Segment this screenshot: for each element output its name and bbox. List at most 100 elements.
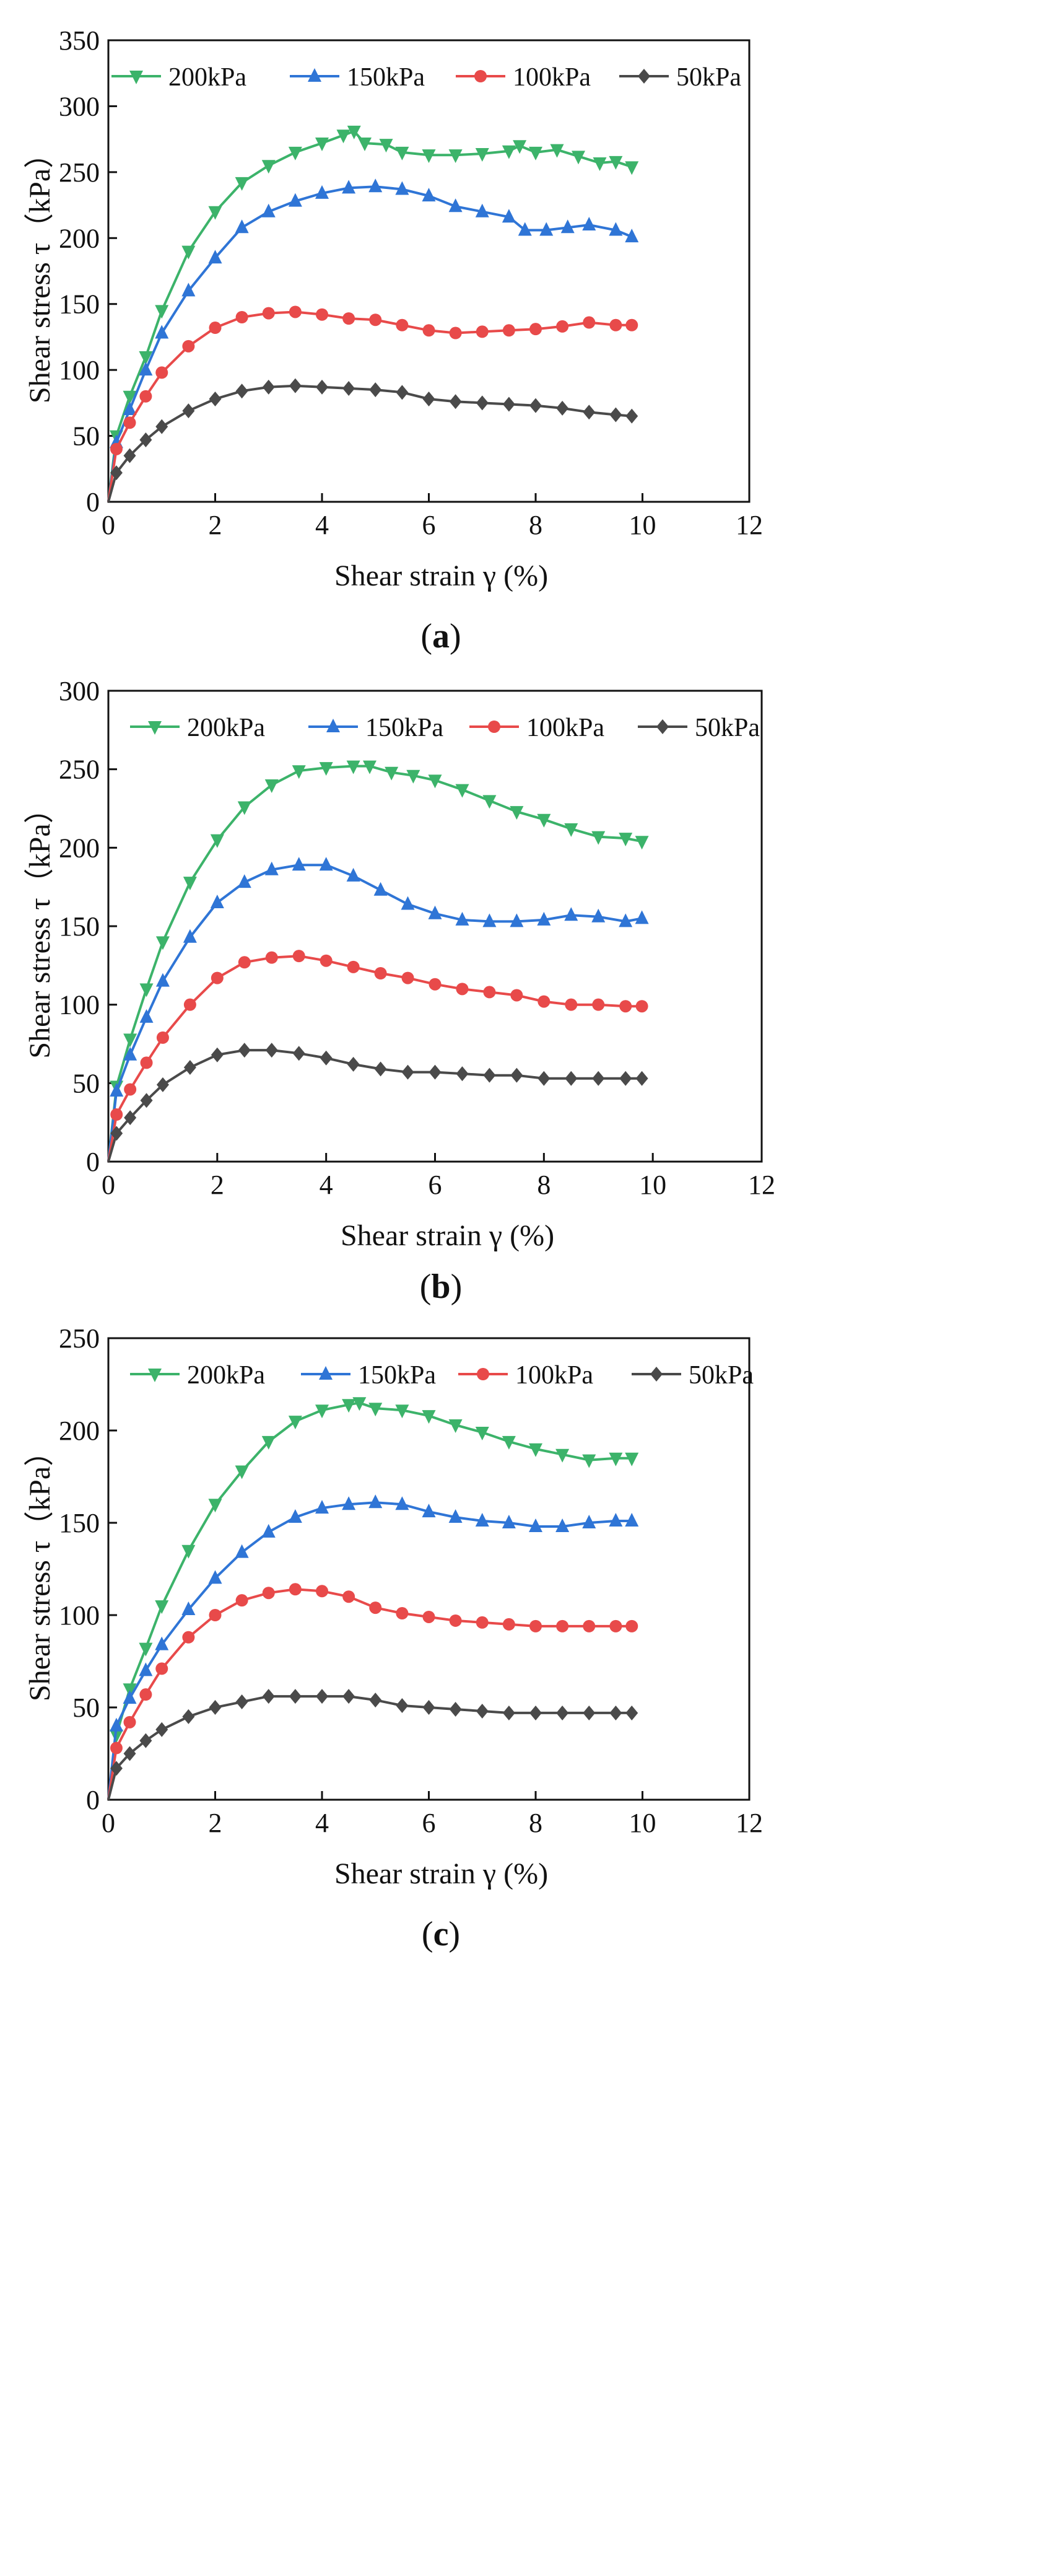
- data-point: [262, 307, 275, 320]
- series-100kPa: [107, 950, 648, 1162]
- data-point: [368, 1494, 383, 1509]
- x-tick-label: 2: [209, 1808, 222, 1838]
- data-point: [238, 956, 251, 969]
- data-point: [582, 1515, 596, 1528]
- data-point: [182, 1631, 195, 1644]
- data-point: [347, 1056, 360, 1072]
- data-point: [315, 1500, 329, 1514]
- legend-marker: [474, 70, 487, 82]
- data-point: [565, 998, 578, 1011]
- y-tick-label: 150: [59, 911, 100, 942]
- legend: 200kPa 150kPa 100kPa 50kPa: [130, 1361, 754, 1390]
- data-point: [406, 769, 420, 784]
- x-tick-label: 0: [102, 1170, 115, 1200]
- legend-marker: [148, 721, 162, 735]
- data-point: [155, 305, 169, 319]
- data-point: [346, 760, 360, 774]
- data-point: [449, 394, 462, 410]
- data-point: [181, 283, 196, 297]
- x-tick-label: 6: [429, 1170, 442, 1200]
- x-tick-label: 12: [736, 510, 763, 540]
- data-point: [342, 1689, 355, 1704]
- data-point: [529, 1619, 542, 1632]
- data-point: [619, 1071, 632, 1086]
- series-100kPa: [107, 305, 638, 502]
- data-point: [288, 1416, 302, 1430]
- data-point: [319, 762, 333, 776]
- data-point: [209, 1609, 222, 1621]
- series-150kPa: [107, 1494, 639, 1800]
- data-point: [635, 910, 649, 924]
- legend: 200kPa 150kPa 100kPa 50kPa: [130, 714, 760, 742]
- data-point: [429, 978, 442, 991]
- data-point: [235, 1465, 249, 1479]
- data-point: [529, 146, 542, 160]
- series-200kPa: [107, 1397, 639, 1800]
- data-point: [265, 951, 278, 964]
- data-point: [449, 326, 462, 340]
- data-point: [346, 867, 360, 882]
- data-point: [315, 1404, 329, 1419]
- data-point: [237, 874, 251, 888]
- data-point: [510, 913, 524, 927]
- data-point: [556, 1619, 569, 1632]
- data-point: [211, 1047, 224, 1062]
- data-point: [315, 185, 329, 199]
- data-point: [625, 318, 638, 331]
- data-point: [448, 1419, 463, 1434]
- data-point: [292, 765, 306, 779]
- data-point: [139, 1733, 152, 1748]
- data-point: [211, 971, 224, 984]
- data-point: [320, 1050, 333, 1066]
- data-point: [316, 308, 328, 321]
- data-point: [625, 161, 639, 175]
- data-point: [401, 1064, 414, 1080]
- data-point: [373, 882, 388, 896]
- data-point: [556, 320, 569, 333]
- x-tick-label: 0: [102, 1808, 115, 1838]
- y-axis-title: Shear stress τ（kPa）: [24, 1437, 56, 1701]
- data-point: [379, 139, 393, 153]
- legend-item: 100kPa: [469, 714, 604, 742]
- data-point: [583, 1619, 596, 1632]
- data-point: [368, 178, 383, 193]
- y-tick-label: 100: [59, 1600, 100, 1631]
- series-line: [107, 764, 642, 1162]
- legend-marker: [326, 719, 340, 732]
- data-point: [572, 151, 585, 165]
- data-point: [139, 1662, 153, 1676]
- y-tick-label: 50: [72, 1693, 100, 1723]
- data-point: [262, 1689, 275, 1704]
- y-tick-label: 200: [59, 223, 100, 253]
- data-point: [502, 1705, 515, 1720]
- y-tick-label: 150: [59, 289, 100, 320]
- data-point: [619, 1000, 632, 1013]
- y-tick-label: 350: [59, 25, 100, 56]
- legend-marker: [308, 68, 321, 82]
- data-point: [448, 149, 463, 164]
- legend-label: 200kPa: [187, 714, 265, 742]
- data-point: [609, 1452, 623, 1466]
- data-point: [502, 1515, 516, 1528]
- legend-item: 50kPa: [619, 63, 741, 92]
- x-tick-label: 8: [529, 1808, 542, 1838]
- data-point: [352, 1397, 367, 1411]
- data-point: [529, 398, 542, 413]
- data-point: [591, 831, 606, 845]
- data-point: [139, 362, 153, 376]
- data-point: [235, 1594, 248, 1607]
- data-point: [235, 1694, 248, 1710]
- data-point: [289, 305, 302, 318]
- series-200kPa: [107, 760, 649, 1162]
- data-point: [110, 442, 123, 455]
- data-point: [550, 144, 564, 158]
- data-point: [583, 1705, 596, 1720]
- x-axis-title: Shear strain γ (%): [341, 1219, 554, 1252]
- data-point: [264, 779, 279, 793]
- data-point: [123, 416, 136, 429]
- y-tick-label: 250: [59, 157, 100, 188]
- data-point: [555, 1518, 570, 1532]
- data-point: [155, 1722, 168, 1737]
- data-point: [181, 1601, 196, 1616]
